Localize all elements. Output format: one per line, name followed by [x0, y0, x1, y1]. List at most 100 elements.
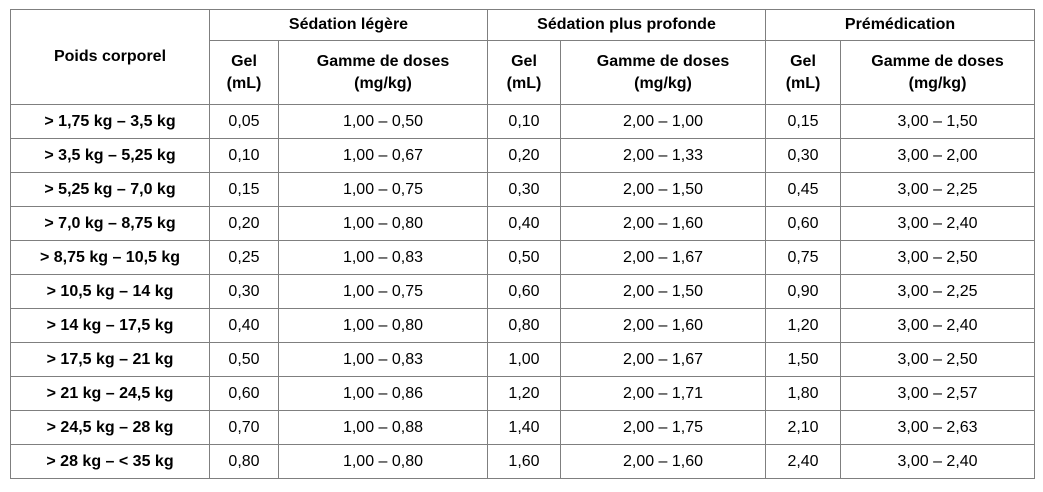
light-gel-cell: 0,20 [209, 206, 279, 241]
light-range-cell: 1,00 – 0,86 [278, 376, 488, 411]
premed-range-cell: 3,00 – 2,50 [840, 240, 1036, 275]
weight-cell: > 14 kg – 17,5 kg [10, 308, 210, 343]
premed-gel-cell: 0,60 [765, 206, 842, 241]
deep-range-cell: 2,00 – 1,60 [559, 308, 767, 343]
deep-range-cell: 2,00 – 1,00 [559, 104, 767, 139]
premed-range-cell: 3,00 – 2,40 [840, 206, 1036, 241]
gel-header: Gel (mL) [209, 40, 279, 105]
light-gel-cell: 0,60 [209, 376, 279, 411]
deep-range-cell: 2,00 – 1,50 [559, 172, 767, 207]
premed-gel-cell: 1,20 [765, 308, 842, 343]
table-row: > 21 kg – 24,5 kg 0,60 1,00 – 0,86 1,20 2,00… [10, 376, 1036, 411]
deep-gel-cell: 0,60 [487, 274, 561, 309]
light-gel-cell: 0,40 [209, 308, 279, 343]
table-row: > 5,25 kg – 7,0 kg 0,15 1,00 – 0,75 0,30 2,0… [10, 172, 1036, 207]
table-body: > 1,75 kg – 3,5 kg 0,05 1,00 – 0,50 0,10 2,0… [10, 104, 1036, 479]
premed-range-cell: 3,00 – 2,50 [840, 342, 1036, 377]
weight-cell: > 5,25 kg – 7,0 kg [10, 172, 210, 207]
deep-range-cell: 2,00 – 1,33 [559, 138, 767, 173]
deep-gel-cell: 0,50 [487, 240, 561, 275]
deep-gel-cell: 0,10 [487, 104, 561, 139]
premed-gel-cell: 0,15 [765, 104, 842, 139]
weight-cell: > 21 kg – 24,5 kg [10, 376, 210, 411]
light-gel-cell: 0,05 [209, 104, 279, 139]
dose-range-header: Gamme de doses (mg/kg) [840, 40, 1036, 105]
premed-range-cell: 3,00 – 2,00 [840, 138, 1036, 173]
light-gel-cell: 0,30 [209, 274, 279, 309]
light-range-cell: 1,00 – 0,80 [278, 308, 488, 343]
light-range-cell: 1,00 – 0,67 [278, 138, 488, 173]
weight-cell: > 7,0 kg – 8,75 kg [10, 206, 210, 241]
group-header-light-sedation: Sédation légère [209, 9, 488, 41]
group-header-premedication: Prémédication [765, 9, 1036, 41]
deep-range-cell: 2,00 – 1,67 [559, 342, 767, 377]
deep-gel-cell: 0,40 [487, 206, 561, 241]
premed-gel-cell: 2,40 [765, 444, 842, 479]
table-row: > 1,75 kg – 3,5 kg 0,05 1,00 – 0,50 0,10 2,0… [10, 104, 1036, 139]
deep-gel-cell: 0,30 [487, 172, 561, 207]
light-gel-cell: 0,50 [209, 342, 279, 377]
table-row: > 3,5 kg – 5,25 kg 0,10 1,00 – 0,67 0,20 2,0… [10, 138, 1036, 173]
sub-header-row: Gel (mL) Gamme de doses (mg/kg) Gel (mL) Ga… [11, 40, 1036, 105]
light-range-cell: 1,00 – 0,80 [278, 444, 488, 479]
table-row: > 8,75 kg – 10,5 kg 0,25 1,00 – 0,83 0,50 2,… [10, 240, 1036, 275]
light-range-cell: 1,00 – 0,75 [278, 172, 488, 207]
deep-gel-cell: 0,80 [487, 308, 561, 343]
premed-range-cell: 3,00 – 1,50 [840, 104, 1036, 139]
premed-gel-cell: 1,80 [765, 376, 842, 411]
table-row: > 14 kg – 17,5 kg 0,40 1,00 – 0,80 0,80 2,00… [10, 308, 1036, 343]
table-row: > 10,5 kg – 14 kg 0,30 1,00 – 0,75 0,60 2,00… [10, 274, 1036, 309]
group-header-deeper-sedation: Sédation plus profonde [486, 9, 767, 41]
dose-range-header: Gamme de doses (mg/kg) [278, 40, 488, 105]
deep-range-cell: 2,00 – 1,67 [559, 240, 767, 275]
dose-range-header: Gamme de doses (mg/kg) [559, 40, 767, 105]
weight-cell: > 3,5 kg – 5,25 kg [10, 138, 210, 173]
light-range-cell: 1,00 – 0,80 [278, 206, 488, 241]
table-row: > 28 kg – < 35 kg 0,80 1,00 – 0,80 1,60 2,00… [10, 444, 1036, 479]
weight-column-header: Poids corporel [10, 9, 210, 105]
premed-range-cell: 3,00 – 2,63 [840, 410, 1036, 445]
light-range-cell: 1,00 – 0,75 [278, 274, 488, 309]
gel-header: Gel (mL) [487, 40, 561, 105]
table-row: > 24,5 kg – 28 kg 0,70 1,00 – 0,88 1,40 2,00… [10, 410, 1036, 445]
deep-gel-cell: 1,00 [487, 342, 561, 377]
weight-cell: > 1,75 kg – 3,5 kg [10, 104, 210, 139]
group-header-row: Poids corporel Sédation légère Sédation … [10, 9, 1036, 105]
deep-range-cell: 2,00 – 1,71 [559, 376, 767, 411]
premed-gel-cell: 0,90 [765, 274, 842, 309]
light-gel-cell: 0,80 [209, 444, 279, 479]
premed-range-cell: 3,00 – 2,25 [840, 274, 1036, 309]
deep-range-cell: 2,00 – 1,60 [559, 444, 767, 479]
weight-cell: > 24,5 kg – 28 kg [10, 410, 210, 445]
deep-gel-cell: 0,20 [487, 138, 561, 173]
premed-range-cell: 3,00 – 2,25 [840, 172, 1036, 207]
premed-gel-cell: 0,45 [765, 172, 842, 207]
deep-range-cell: 2,00 – 1,75 [559, 410, 767, 445]
gel-header: Gel (mL) [765, 40, 842, 105]
deep-gel-cell: 1,40 [487, 410, 561, 445]
light-gel-cell: 0,10 [209, 138, 279, 173]
light-gel-cell: 0,15 [209, 172, 279, 207]
deep-gel-cell: 1,60 [487, 444, 561, 479]
deep-gel-cell: 1,20 [487, 376, 561, 411]
premed-range-cell: 3,00 – 2,57 [840, 376, 1036, 411]
table-row: > 7,0 kg – 8,75 kg 0,20 1,00 – 0,80 0,40 2,0… [10, 206, 1036, 241]
premed-gel-cell: 0,75 [765, 240, 842, 275]
dose-table: Poids corporel Sédation légère Sédation … [10, 9, 1036, 479]
premed-range-cell: 3,00 – 2,40 [840, 308, 1036, 343]
deep-range-cell: 2,00 – 1,60 [559, 206, 767, 241]
light-range-cell: 1,00 – 0,83 [278, 342, 488, 377]
weight-cell: > 17,5 kg – 21 kg [10, 342, 210, 377]
light-range-cell: 1,00 – 0,83 [278, 240, 488, 275]
deep-range-cell: 2,00 – 1,50 [559, 274, 767, 309]
premed-gel-cell: 1,50 [765, 342, 842, 377]
table-row: > 17,5 kg – 21 kg 0,50 1,00 – 0,83 1,00 2,00… [10, 342, 1036, 377]
weight-cell: > 8,75 kg – 10,5 kg [10, 240, 210, 275]
light-range-cell: 1,00 – 0,88 [278, 410, 488, 445]
light-gel-cell: 0,25 [209, 240, 279, 275]
weight-cell: > 28 kg – < 35 kg [10, 444, 210, 479]
premed-range-cell: 3,00 – 2,40 [840, 444, 1036, 479]
premed-gel-cell: 2,10 [765, 410, 842, 445]
premed-gel-cell: 0,30 [765, 138, 842, 173]
weight-cell: > 10,5 kg – 14 kg [10, 274, 210, 309]
